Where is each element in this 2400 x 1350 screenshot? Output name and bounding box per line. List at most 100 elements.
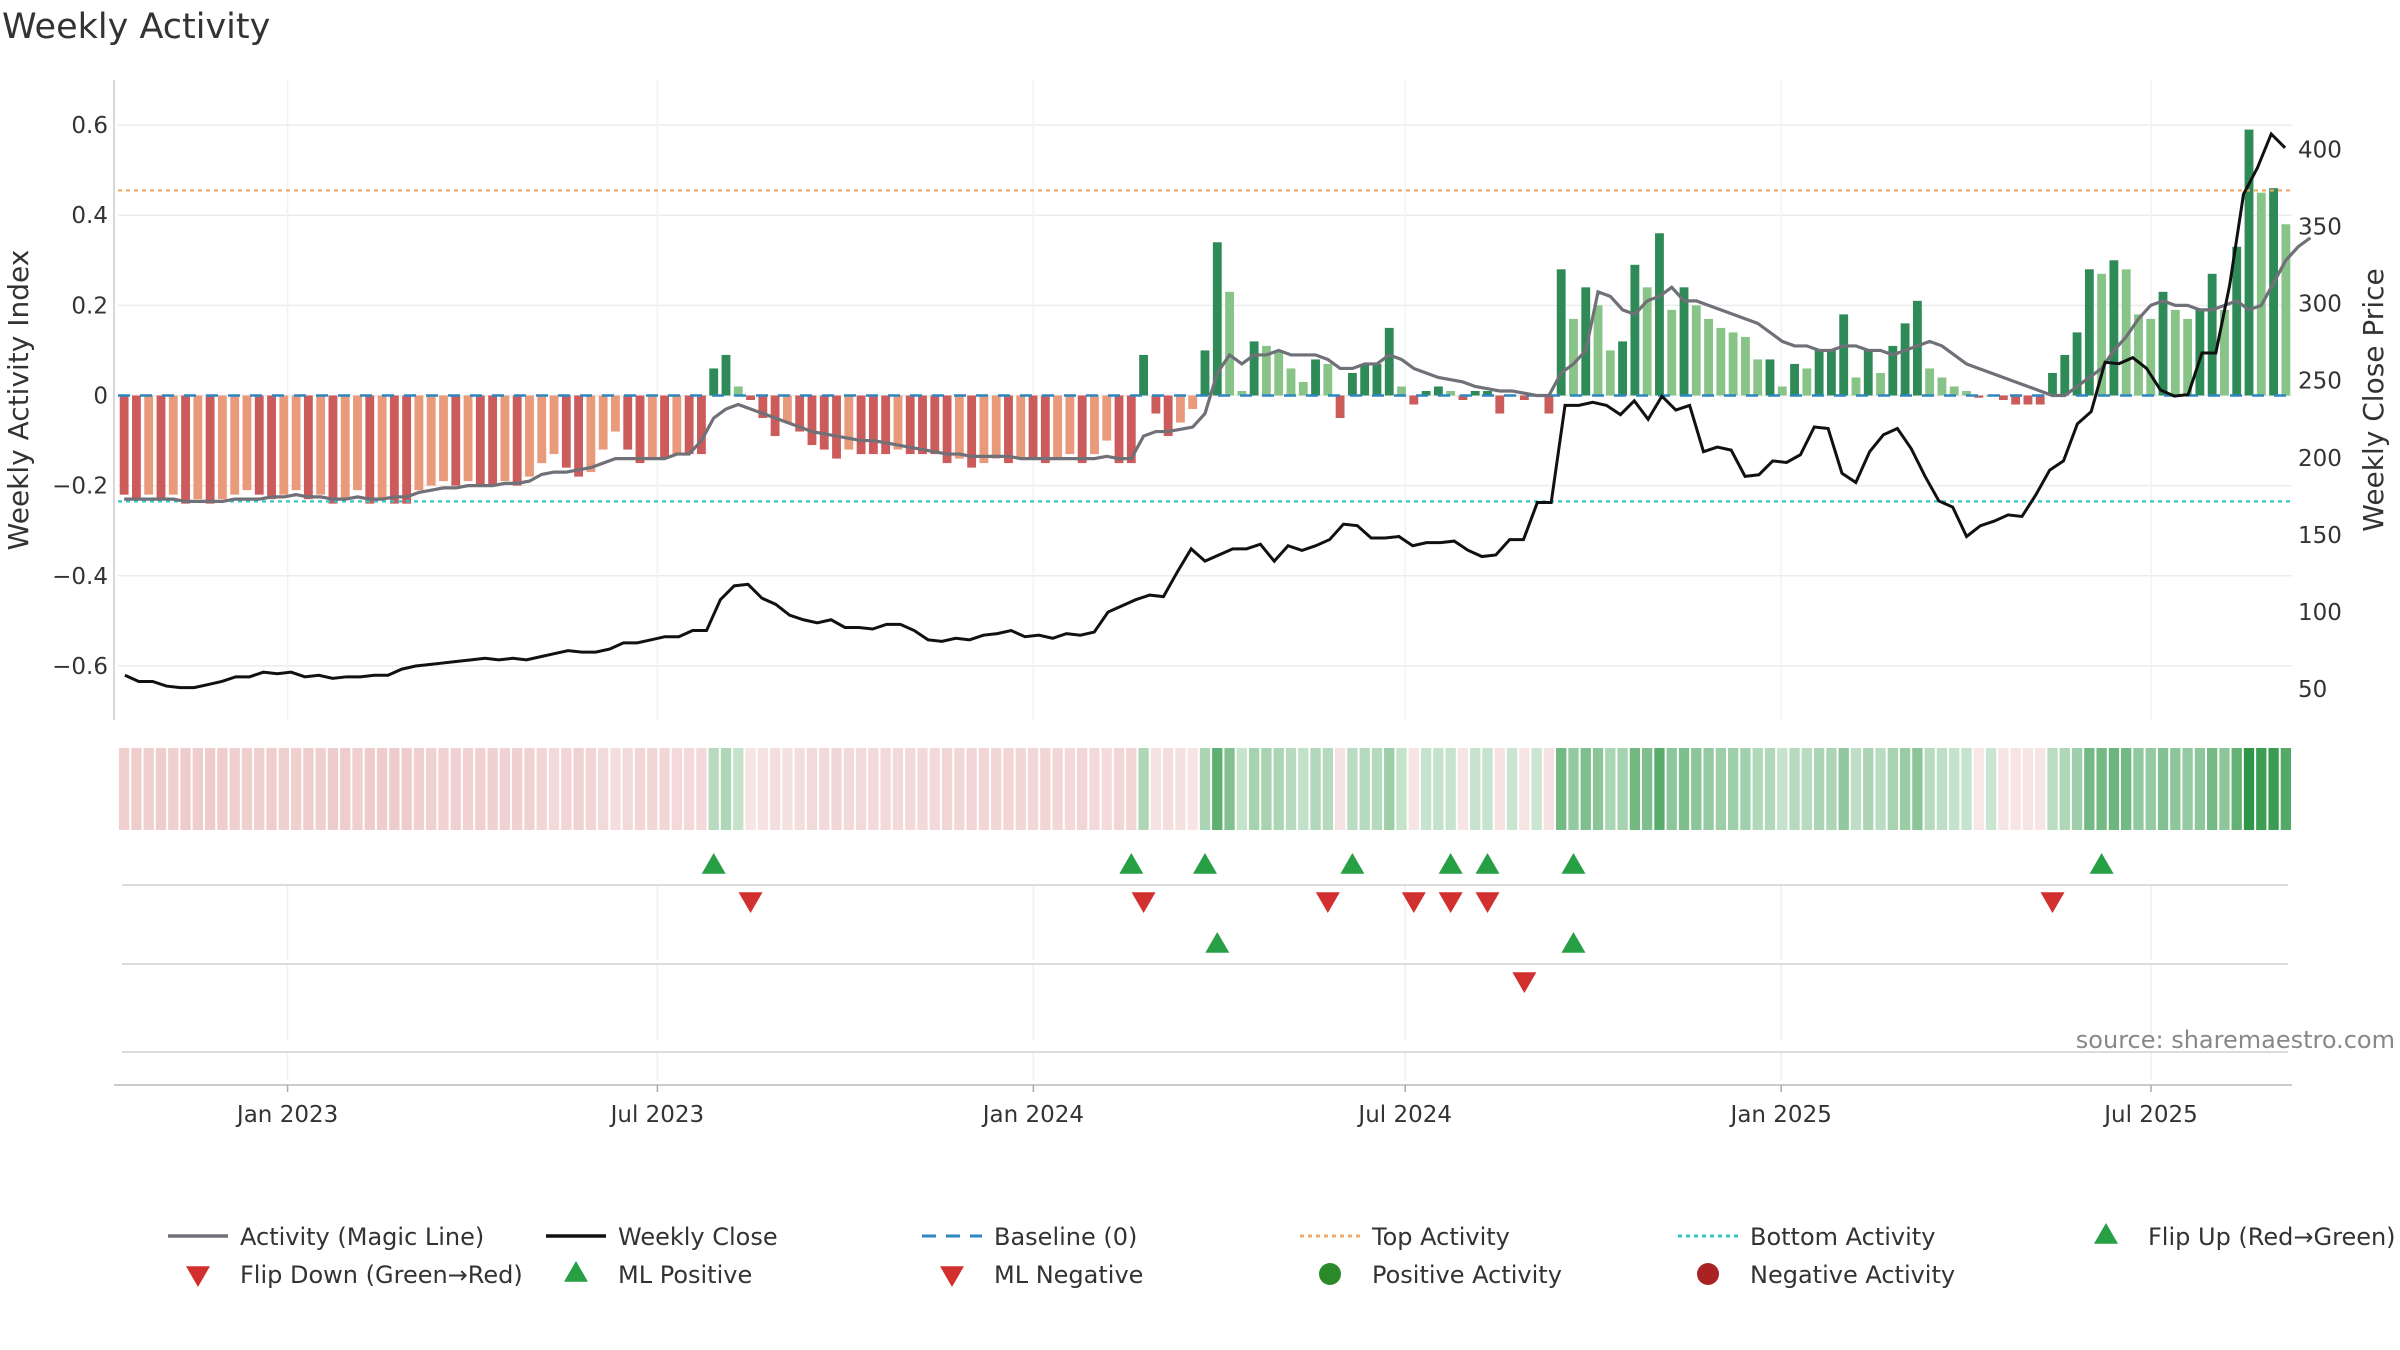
activity-strip-cell (978, 748, 990, 830)
activity-strip (118, 748, 2292, 830)
activity-bar (967, 395, 977, 468)
x-axis: Jan 2023 Jul 2023 Jan 2024 Jul 2024 Jan 2025… (114, 1084, 2292, 1128)
legend-item: Top Activity (1300, 1223, 1510, 1251)
activity-strip-cell (131, 748, 142, 830)
activity-strip-cell (1752, 748, 1763, 830)
activity-strip-cell (597, 748, 609, 830)
activity-strip-cell (1813, 748, 1825, 830)
activity-bar (2170, 309, 2180, 396)
activity-bar (1569, 318, 1578, 396)
activity-strip-cell (683, 748, 695, 830)
activity-strip-cell (806, 748, 818, 830)
activity-strip-cell (1543, 748, 1555, 830)
legend-label: ML Positive (618, 1261, 752, 1289)
weekly-close-line (124, 131, 2287, 690)
left-tick-label: 0 (93, 383, 108, 409)
legend-item: Negative Activity (1697, 1261, 1955, 1289)
legend-label: Weekly Close (618, 1223, 778, 1251)
legend-item: Weekly Close (546, 1223, 778, 1251)
activity-strip-cell (1138, 748, 1149, 830)
activity-strip-cell (2047, 748, 2058, 830)
activity-strip-cell (573, 748, 584, 830)
activity-bar (1200, 350, 1210, 396)
activity-bar (377, 395, 387, 500)
legend-item: Positive Activity (1319, 1261, 1562, 1289)
activity-bar (1225, 291, 1234, 396)
activity-bar (1655, 233, 1664, 396)
activity-strip-cell (401, 748, 412, 830)
activity-strip-cell (1519, 748, 1530, 830)
activity-strip-cell (352, 748, 363, 830)
activity-bar (254, 395, 264, 495)
flip-up-marker (2089, 853, 2114, 874)
activity-strip-cell (880, 748, 891, 830)
activity-strip-cell (389, 748, 400, 830)
activity-bar (1741, 336, 1750, 396)
activity-bar (991, 395, 1001, 459)
source-note: source: sharemaestro.com (2076, 1026, 2395, 1054)
left-tick-label: 0.2 (71, 293, 108, 319)
activity-bar (1102, 395, 1112, 441)
left-y-axis-label: Weekly Activity Index (2, 250, 35, 551)
activity-bar (500, 395, 510, 482)
activity-bar (525, 395, 534, 477)
left-tick-label: −0.4 (52, 564, 108, 590)
activity-bar (1004, 395, 1013, 464)
activity-strip-cell (1457, 748, 1469, 830)
activity-bar (795, 395, 805, 432)
flip-down-marker (1475, 892, 1500, 913)
activity-bar (463, 395, 473, 482)
activity-strip-cell (757, 748, 768, 830)
activity-strip-cell (1334, 748, 1346, 830)
activity-bar (2084, 269, 2094, 396)
activity-bar (1630, 264, 1640, 396)
activity-bar (1949, 386, 1959, 396)
activity-bar (1642, 287, 1652, 396)
flip-down-marker (738, 892, 763, 913)
activity-bar (1974, 395, 1984, 398)
activity-bar (426, 395, 436, 486)
activity-bar (819, 395, 829, 450)
activity-bar (856, 395, 866, 455)
activity-bar (1421, 390, 1431, 396)
activity-strip-cell (118, 748, 130, 830)
right-tick-label: 150 (2298, 523, 2342, 549)
activity-bar (1728, 332, 1738, 396)
activity-bar (623, 395, 633, 450)
activity-bar (868, 395, 878, 455)
activity-bar (1556, 269, 1566, 396)
activity-bar (1347, 372, 1357, 396)
activity-strip-cell (2133, 748, 2144, 830)
activity-strip-cell (1973, 748, 1984, 830)
activity-strip-cell (254, 748, 265, 830)
activity-bar (1372, 363, 1382, 396)
activity-bar (193, 395, 203, 500)
activity-strip-cell (1113, 748, 1125, 830)
activity-bar (598, 395, 608, 450)
legend-label: Negative Activity (1750, 1261, 1955, 1289)
activity-strip-cell (1310, 748, 1321, 830)
activity-strip-cell (1863, 748, 1874, 830)
activity-strip-cell (524, 748, 535, 830)
activity-strip-cell (376, 748, 388, 830)
activity-strip-cell (1384, 748, 1395, 830)
activity-bar (488, 395, 498, 486)
activity-strip-cell (1015, 748, 1026, 830)
ml-positive-marker (1561, 932, 1586, 953)
activity-bar (2195, 309, 2205, 396)
activity-strip-cell (1420, 748, 1432, 830)
activity-strip-cell (819, 748, 830, 830)
activity-bar (1679, 287, 1689, 396)
legend-up-triangle-icon (564, 1261, 588, 1282)
activity-bar (549, 395, 559, 455)
activity-bar (1126, 395, 1136, 464)
activity-bar (1483, 390, 1492, 396)
activity-bar (1765, 359, 1775, 396)
activity-bar (2183, 318, 2193, 396)
activity-bar (807, 395, 817, 446)
activity-strip-cell (843, 748, 854, 830)
activity-bar (168, 395, 178, 495)
activity-bar (1544, 395, 1554, 414)
activity-bar (389, 395, 399, 504)
legend-label: ML Negative (994, 1261, 1143, 1289)
